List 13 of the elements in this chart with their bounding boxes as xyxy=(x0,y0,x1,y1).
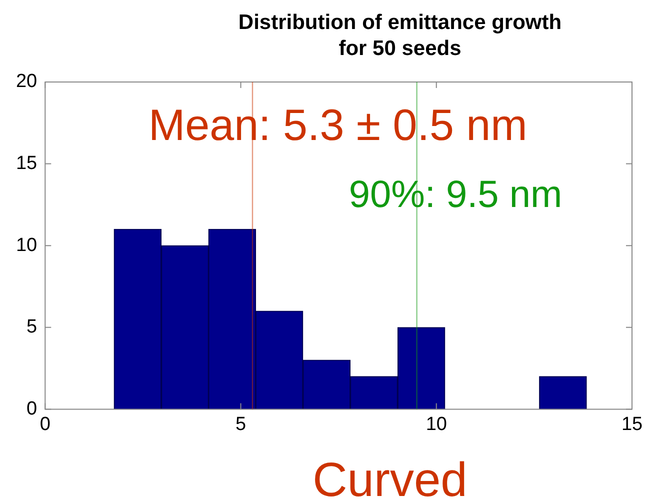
y-tick-label: 5 xyxy=(26,316,38,338)
x-tick-label: 5 xyxy=(235,414,246,435)
y-tick-label: 15 xyxy=(16,153,38,174)
ref-line-label: 90%: 9.5 nm xyxy=(348,174,562,216)
y-tick-label: 20 xyxy=(16,71,38,92)
x-tick-label: 0 xyxy=(40,414,50,435)
y-tick-label: 0 xyxy=(26,398,38,420)
x-tick-label: 15 xyxy=(621,414,643,435)
text: Curved xyxy=(312,454,468,502)
x-tick-label: 10 xyxy=(426,414,447,435)
y-tick-label: 10 xyxy=(16,234,38,256)
chart-title: Distribution of emittance growth for 50 seeds xyxy=(238,11,562,60)
ref-line-label: Mean: 5.3 ± 0.5 nm xyxy=(148,101,528,150)
